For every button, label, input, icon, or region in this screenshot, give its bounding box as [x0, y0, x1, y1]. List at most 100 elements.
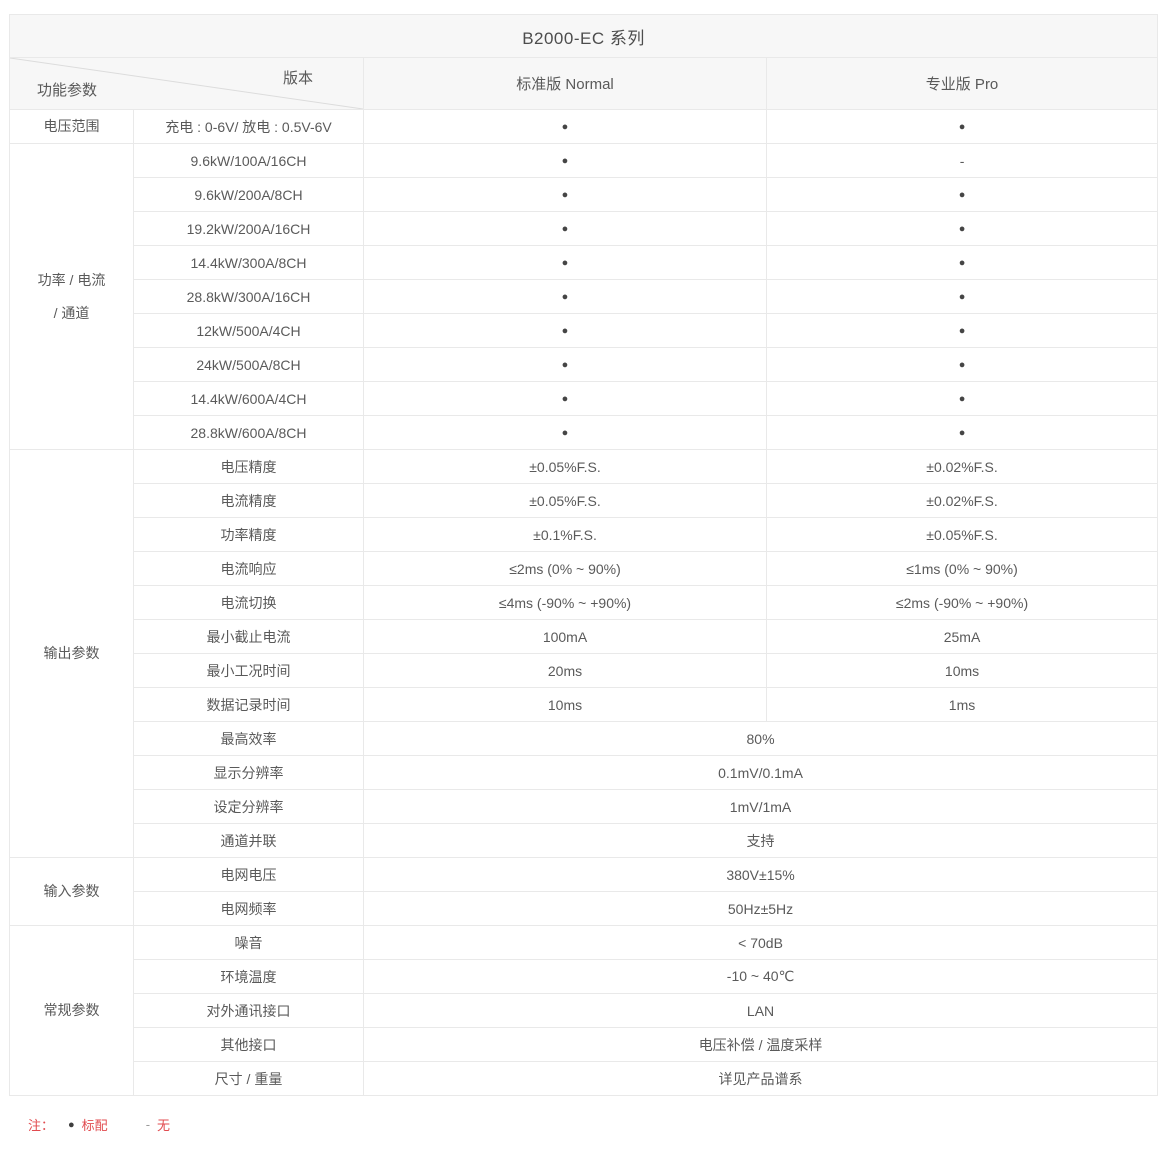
normal-value-cell: ±0.1%F.S. — [363, 517, 767, 552]
param-cell: 最小工况时间 — [133, 653, 364, 688]
table-row: 28.8kW/300A/16CH ● ● — [10, 279, 1159, 314]
normal-value-cell: 20ms — [363, 653, 767, 688]
legend-dash-icon: - — [145, 1117, 151, 1132]
param-cell: 显示分辨率 — [133, 755, 364, 790]
table-row: 电流精度 ±0.05%F.S. ±0.02%F.S. — [10, 483, 1159, 518]
table-row: 其他接口 电压补偿 / 温度采样 — [10, 1027, 1159, 1062]
corner-label-feature: 功能参数 — [37, 82, 98, 99]
normal-value-cell: ±0.05%F.S. — [363, 449, 767, 484]
table-title: B2000-EC 系列 — [8, 14, 1159, 58]
normal-value-cell: ● — [363, 211, 767, 246]
legend-bullet-icon: ● — [68, 1118, 75, 1131]
param-cell: 电网电压 — [133, 857, 364, 892]
pro-value-cell: ● — [765, 279, 1159, 314]
pro-value-cell: 25mA — [765, 619, 1159, 654]
table-row: 最小工况时间 20ms 10ms — [10, 653, 1159, 688]
param-cell: 14.4kW/600A/4CH — [133, 381, 364, 416]
param-cell: 电压精度 — [133, 449, 364, 484]
param-cell: 噪音 — [133, 925, 364, 960]
normal-value-cell: ● — [363, 313, 767, 348]
pro-value-cell: 1ms — [765, 687, 1159, 722]
normal-value-cell: ● — [363, 381, 767, 416]
pro-value-cell: ● — [765, 381, 1159, 416]
corner-label-version: 版本 — [282, 70, 313, 87]
normal-value-cell: ≤4ms (-90% ~ +90%) — [363, 585, 767, 620]
table-row: 电流切换 ≤4ms (-90% ~ +90%) ≤2ms (-90% ~ +90… — [10, 585, 1159, 620]
group-cell: 输出参数 — [9, 449, 134, 858]
table-row: 14.4kW/600A/4CH ● ● — [10, 381, 1159, 416]
table-row: 14.4kW/300A/8CH ● ● — [10, 245, 1159, 280]
param-cell: 12kW/500A/4CH — [133, 313, 364, 348]
normal-value-cell: ● — [363, 177, 767, 212]
param-cell: 28.8kW/600A/8CH — [133, 415, 364, 450]
normal-value-cell: 10ms — [363, 687, 767, 722]
pro-value-cell: - — [765, 143, 1159, 178]
param-cell: 14.4kW/300A/8CH — [133, 245, 364, 280]
header-row: 版本 功能参数 标准版 Normal 专业版 Pro — [9, 57, 1159, 110]
pro-value-cell: ±0.02%F.S. — [765, 449, 1159, 484]
group-cell: 电压范围 — [9, 109, 134, 144]
table-row: 最小截止电流 100mA 25mA — [10, 619, 1159, 654]
param-cell: 9.6kW/200A/8CH — [133, 177, 364, 212]
span-value-cell: 380V±15% — [362, 857, 1159, 892]
param-cell: 其他接口 — [133, 1027, 364, 1062]
group-cell: 常规参数 — [9, 925, 134, 1096]
table-row: 电流响应 ≤2ms (0% ~ 90%) ≤1ms (0% ~ 90%) — [10, 551, 1159, 586]
param-cell: 最小截止电流 — [133, 619, 364, 654]
param-cell: 24kW/500A/8CH — [133, 347, 364, 382]
param-cell: 19.2kW/200A/16CH — [133, 211, 364, 246]
spec-table: B2000-EC 系列 版本 功能参数 标准版 Normal 专业版 Pro 电… — [8, 14, 1159, 1096]
table-row: 数据记录时间 10ms 1ms — [10, 687, 1159, 722]
table-row: 电网频率 50Hz±5Hz — [10, 891, 1159, 926]
param-cell: 电网频率 — [133, 891, 364, 926]
span-value-cell: 电压补偿 / 温度采样 — [362, 1027, 1159, 1062]
pro-value-cell: ● — [765, 177, 1159, 212]
pro-value-cell: ±0.05%F.S. — [765, 517, 1159, 552]
table-row: 电压范围 充电 : 0-6V/ 放电 : 0.5V-6V ● ● — [9, 109, 1159, 144]
table-row: 设定分辨率 1mV/1mA — [10, 789, 1159, 824]
table-row: 尺寸 / 重量 详见产品谱系 — [10, 1061, 1159, 1096]
normal-value-cell: ● — [363, 279, 767, 314]
table-row: 通道并联 支持 — [10, 823, 1159, 858]
param-cell: 尺寸 / 重量 — [133, 1061, 364, 1096]
span-value-cell: 1mV/1mA — [362, 789, 1159, 824]
normal-value-cell: ● — [363, 109, 767, 144]
pro-value-cell: ● — [765, 109, 1159, 144]
table-row: 24kW/500A/8CH ● ● — [10, 347, 1159, 382]
corner-header-cell: 版本 功能参数 — [9, 57, 364, 110]
normal-value-cell: ● — [363, 143, 767, 178]
legend-note-label: 注： — [28, 1118, 55, 1133]
pro-value-cell: 10ms — [765, 653, 1159, 688]
span-value-cell: 50Hz±5Hz — [362, 891, 1159, 926]
legend-dash-label: 无 — [157, 1118, 171, 1133]
span-value-cell: LAN — [362, 993, 1159, 1028]
param-cell: 电流响应 — [133, 551, 364, 586]
normal-value-cell: ● — [363, 415, 767, 450]
pro-value-cell: ≤1ms (0% ~ 90%) — [765, 551, 1159, 586]
table-row: 显示分辨率 0.1mV/0.1mA — [10, 755, 1159, 790]
param-cell: 数据记录时间 — [133, 687, 364, 722]
table-row: 9.6kW/200A/8CH ● ● — [10, 177, 1159, 212]
table-row: 功率 / 电流 / 通道 9.6kW/100A/16CH ● - — [9, 143, 1159, 450]
param-cell: 最高效率 — [133, 721, 364, 756]
pro-value-cell: ● — [765, 313, 1159, 348]
legend: 注： ● 标配 - 无 — [28, 1115, 1165, 1134]
span-value-cell: < 70dB — [362, 925, 1159, 960]
param-cell: 通道并联 — [133, 823, 364, 858]
table-row: 常规参数 噪音 < 70dB — [9, 925, 1159, 1096]
group-cell: 输入参数 — [9, 857, 134, 926]
pro-value-cell: ±0.02%F.S. — [765, 483, 1159, 518]
span-value-cell: -10 ~ 40℃ — [362, 959, 1159, 994]
table-row: 环境温度 -10 ~ 40℃ — [10, 959, 1159, 994]
span-value-cell: 0.1mV/0.1mA — [362, 755, 1159, 790]
table-row: 19.2kW/200A/16CH ● ● — [10, 211, 1159, 246]
span-value-cell: 详见产品谱系 — [362, 1061, 1159, 1096]
normal-value-cell: ±0.05%F.S. — [363, 483, 767, 518]
span-value-cell: 支持 — [362, 823, 1159, 858]
table-row: 12kW/500A/4CH ● ● — [10, 313, 1159, 348]
param-cell: 9.6kW/100A/16CH — [133, 143, 364, 178]
span-value-cell: 80% — [362, 721, 1159, 756]
param-cell: 环境温度 — [133, 959, 364, 994]
param-cell: 功率精度 — [133, 517, 364, 552]
pro-value-cell: ● — [765, 245, 1159, 280]
